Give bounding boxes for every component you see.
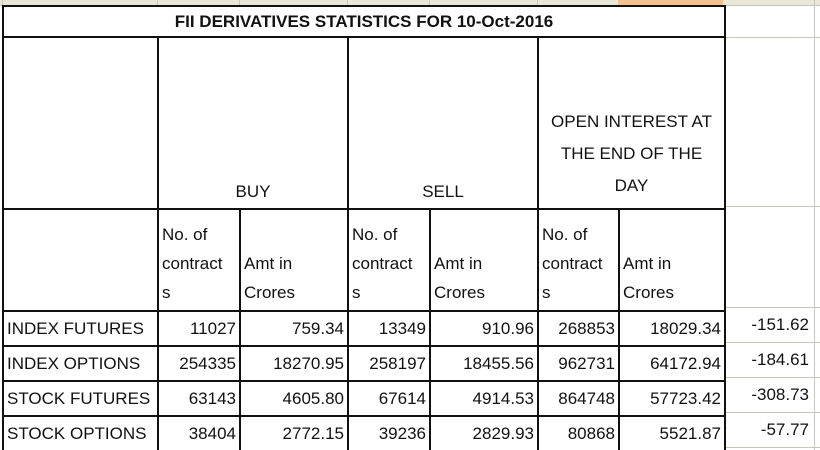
row-label: STOCK OPTIONS [2,415,159,450]
page-title: FII DERIVATIVES STATISTICS FOR 10-Oct-20… [2,5,726,38]
contracts-label: No. of contracts [542,225,603,302]
row-label: STOCK FUTURES [2,380,159,417]
oi-amount-value: 18029.34 [618,310,726,347]
oi-change-value: -184.61 [751,350,809,369]
oi-contracts-value: 80868 [537,415,620,450]
gridline [537,0,538,5]
title-row: FII DERIVATIVES STATISTICS FOR 10-Oct-20… [2,5,726,38]
buy-amount-header: Amt in Crores [239,208,349,312]
gridline [723,342,820,343]
buy-contracts-value: 254335 [157,345,241,382]
corner-cell [2,208,159,312]
oi-change-value: -57.77 [760,420,809,439]
row-label: INDEX FUTURES [2,310,159,347]
sell-group-header: SELL [347,36,539,210]
amount-label: Amt in Crores [434,254,486,302]
oi-amount-value: 5521.87 [618,415,726,450]
group-header-row: BUY SELL OPEN INTEREST AT THE END OF THE… [2,36,726,210]
highlighted-cell [618,0,723,5]
sell-contracts-value: 258197 [347,345,431,382]
sell-amount-value: 4914.53 [429,380,539,417]
oi-contracts-value: 268853 [537,310,620,347]
gridline [157,0,158,5]
sell-contracts-header: No. of contracts [347,208,431,312]
table-row: STOCK FUTURES 63143 4605.80 67614 4914.5… [2,380,726,417]
amount-label: Amt in Crores [244,254,296,302]
table-row: INDEX OPTIONS 254335 18270.95 258197 184… [2,345,726,382]
buy-contracts-header: No. of contracts [157,208,241,312]
gridline [723,37,820,38]
oi-amount-value: 64172.94 [618,345,726,382]
buy-amount-value: 4605.80 [239,380,349,417]
oi-amount-header: Amt in Crores [618,208,726,312]
oi-contracts-value: 864748 [537,380,620,417]
gridline [814,0,815,450]
buy-group-header: BUY [157,36,349,210]
gridline [239,0,240,5]
oi-amount-value: 57723.42 [618,380,726,417]
corner-cell [2,36,159,210]
contracts-label: No. of contracts [162,225,223,302]
sell-amount-value: 910.96 [429,310,539,347]
sell-amount-header: Amt in Crores [429,208,539,312]
buy-contracts-value: 38404 [157,415,241,450]
sell-contracts-value: 39236 [347,415,431,450]
sell-amount-value: 18455.56 [429,345,539,382]
sell-contracts-value: 67614 [347,380,431,417]
sell-contracts-value: 13349 [347,310,431,347]
gridline [723,412,820,413]
oi-contracts-value: 962731 [537,345,620,382]
gridline [723,206,820,207]
row-label: INDEX OPTIONS [2,345,159,382]
open-interest-group-header: OPEN INTEREST AT THE END OF THE DAY [537,36,726,210]
buy-amount-value: 18270.95 [239,345,349,382]
contracts-label: No. of contracts [352,225,413,302]
buy-amount-value: 2772.15 [239,415,349,450]
gridline [2,0,3,5]
sell-amount-value: 2829.93 [429,415,539,450]
oi-change-value: -151.62 [751,315,809,334]
gridline [429,0,430,5]
buy-amount-value: 759.34 [239,310,349,347]
table-row: INDEX FUTURES 11027 759.34 13349 910.96 … [2,310,726,347]
oi-change-value: -308.73 [751,385,809,404]
gridline [723,307,820,308]
buy-contracts-value: 63143 [157,380,241,417]
oi-change-column: -151.62 -184.61 -308.73 -57.77 [723,307,811,447]
fii-derivatives-table: FII DERIVATIVES STATISTICS FOR 10-Oct-20… [2,5,726,450]
top-row-sliver [0,0,820,5]
open-interest-label: OPEN INTEREST AT THE END OF THE DAY [551,112,712,195]
sub-header-row: No. of contracts Amt in Crores No. of co… [2,208,726,312]
gridline [723,447,820,448]
amount-label: Amt in Crores [623,254,675,302]
table-row: STOCK OPTIONS 38404 2772.15 39236 2829.9… [2,415,726,450]
gridline [723,377,820,378]
oi-contracts-header: No. of contracts [537,208,620,312]
gridline [347,0,348,5]
buy-contracts-value: 11027 [157,310,241,347]
